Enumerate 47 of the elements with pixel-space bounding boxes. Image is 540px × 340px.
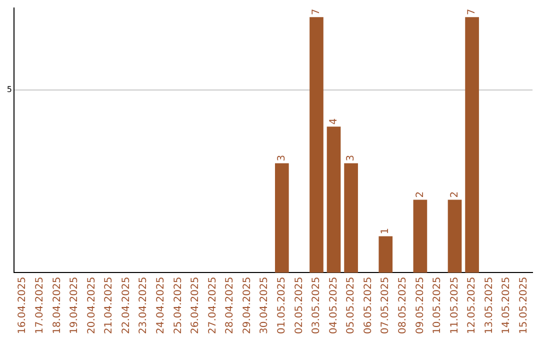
x-tick-label: 12.05.2025 — [466, 276, 478, 334]
data-label: 7 — [466, 8, 478, 16]
bar — [448, 200, 462, 273]
x-tick-label: 04.05.2025 — [328, 276, 340, 334]
y-tick-label: 5 — [6, 85, 12, 94]
x-tick-label: 30.04.2025 — [259, 276, 270, 334]
x-tick-label: 19.04.2025 — [69, 276, 80, 334]
x-tick-label: 23.04.2025 — [138, 276, 150, 334]
x-tick-label: 18.04.2025 — [52, 276, 63, 334]
x-tick-label: 11.05.2025 — [449, 276, 460, 334]
data-label: 1 — [380, 228, 392, 234]
x-tick-label: 27.04.2025 — [207, 276, 218, 334]
x-tick-label: 07.05.2025 — [380, 276, 392, 334]
bar — [310, 17, 324, 273]
x-tick-label: 21.04.2025 — [104, 276, 115, 334]
x-tick-label: 06.05.2025 — [362, 276, 374, 334]
bar — [344, 163, 358, 273]
x-tick-label: 26.04.2025 — [190, 276, 202, 334]
x-tick-label: 09.05.2025 — [414, 276, 426, 334]
x-tick-label: 02.05.2025 — [294, 276, 305, 334]
x-tick-label: 28.04.2025 — [224, 276, 236, 334]
data-label: 3 — [276, 154, 288, 162]
x-tick-label: 25.04.2025 — [172, 276, 184, 334]
bar — [378, 236, 393, 273]
data-label: 7 — [311, 8, 322, 16]
bar — [326, 126, 341, 273]
x-tick-label: 24.04.2025 — [156, 276, 167, 334]
x-tick-label: 01.05.2025 — [276, 276, 288, 334]
x-tick-label: 29.04.2025 — [242, 276, 253, 334]
x-tick-label: 10.05.2025 — [432, 276, 444, 334]
x-tick-label: 16.04.2025 — [17, 276, 28, 334]
bar — [413, 200, 428, 273]
x-tick-label: 22.04.2025 — [120, 276, 132, 334]
bar — [275, 163, 289, 273]
x-tick-label: 03.05.2025 — [311, 276, 322, 334]
x-tick-label: 20.04.2025 — [86, 276, 98, 334]
x-tick-label: 14.05.2025 — [501, 276, 512, 334]
x-tick-label: 08.05.2025 — [398, 276, 408, 334]
data-label: 4 — [328, 118, 340, 125]
data-label: 2 — [414, 191, 426, 198]
x-tick-label: 17.04.2025 — [34, 276, 46, 334]
x-tick-label: 15.05.2025 — [518, 276, 530, 334]
data-label: 3 — [346, 154, 357, 162]
x-tick-label: 05.05.2025 — [346, 276, 357, 334]
data-label: 2 — [449, 191, 460, 198]
bar — [465, 17, 479, 273]
x-tick-label: 13.05.2025 — [484, 276, 495, 334]
